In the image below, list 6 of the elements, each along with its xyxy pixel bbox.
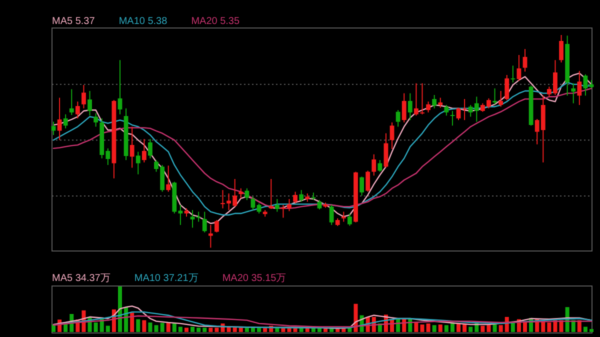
text: MA5 34.37万 [52,273,110,284]
text: MA10 5.38 [118,16,168,27]
text: MA5 5.37 [52,16,96,27]
text: MA20 35.15万 [222,273,286,284]
text: MA20 5.35 [191,16,240,27]
text: MA10 37.21万 [134,273,198,284]
